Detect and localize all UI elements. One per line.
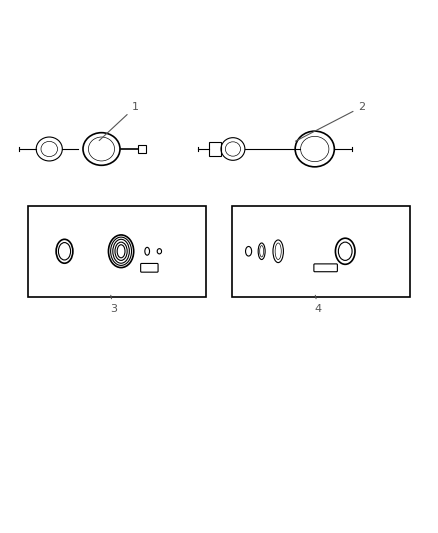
Bar bbox=[138, 145, 146, 153]
Bar bbox=[208, 142, 221, 156]
Text: 1: 1 bbox=[99, 102, 139, 141]
Text: 3: 3 bbox=[110, 295, 117, 314]
Text: 2: 2 bbox=[296, 102, 365, 141]
Bar bbox=[28, 206, 206, 297]
Bar bbox=[232, 206, 410, 297]
Text: 4: 4 bbox=[315, 295, 322, 314]
